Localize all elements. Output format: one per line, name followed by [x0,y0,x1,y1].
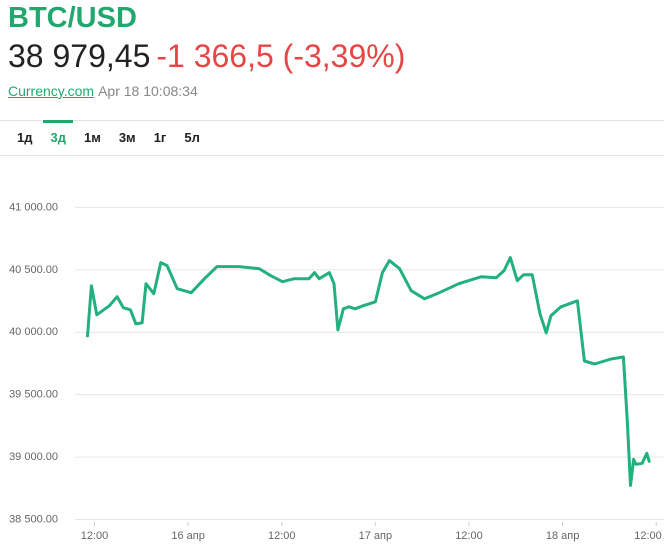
price: 38 979,45 [8,38,151,74]
x-tick-label: 17 апр [359,530,392,542]
y-tick-label: 39 000.00 [9,451,58,463]
tab[interactable]: 3д [41,120,74,155]
price-line [86,256,651,487]
x-tick-label: 18 апр [546,530,579,542]
chart: 38 500.00 39 000.00 39 500.00 40 000.00 40 5… [9,201,664,542]
x-tick-label: 16 апр [171,530,204,542]
y-tick-label: 38 500.00 [9,513,58,525]
price-row: 38 979,45 -1 366,5 (-3,39%) [8,38,405,75]
x-tick-label: 12:00 [81,530,109,542]
y-tick-label: 41 000.00 [9,201,58,213]
tab[interactable]: 1м [83,130,101,145]
source-row: Currency.com Apr 18 10:08:34 [8,83,198,99]
tab[interactable]: 3м [118,130,136,145]
tabs: 1д 3д 1м 3м 1г 5л [8,120,209,155]
y-tick-label: 40 000.00 [9,326,58,338]
tab[interactable]: 1г [153,130,167,145]
x-tick-label: 12:00 [268,530,296,542]
tab[interactable]: 1д [17,130,33,145]
x-tick-label: 12:00 [455,530,483,542]
timestamp: Apr 18 10:08:34 [98,83,198,99]
source-link[interactable]: Currency.com [8,83,95,99]
divider [0,120,664,121]
change: -1 366,5 (-3,39%) [156,38,406,74]
divider [0,155,664,156]
title: BTC/USD [8,2,137,34]
tab[interactable]: 5л [184,130,200,145]
x-tick-label: 12:00 [634,530,662,542]
y-tick-label: 40 500.00 [9,264,58,276]
y-tick-label: 39 500.00 [9,389,58,401]
